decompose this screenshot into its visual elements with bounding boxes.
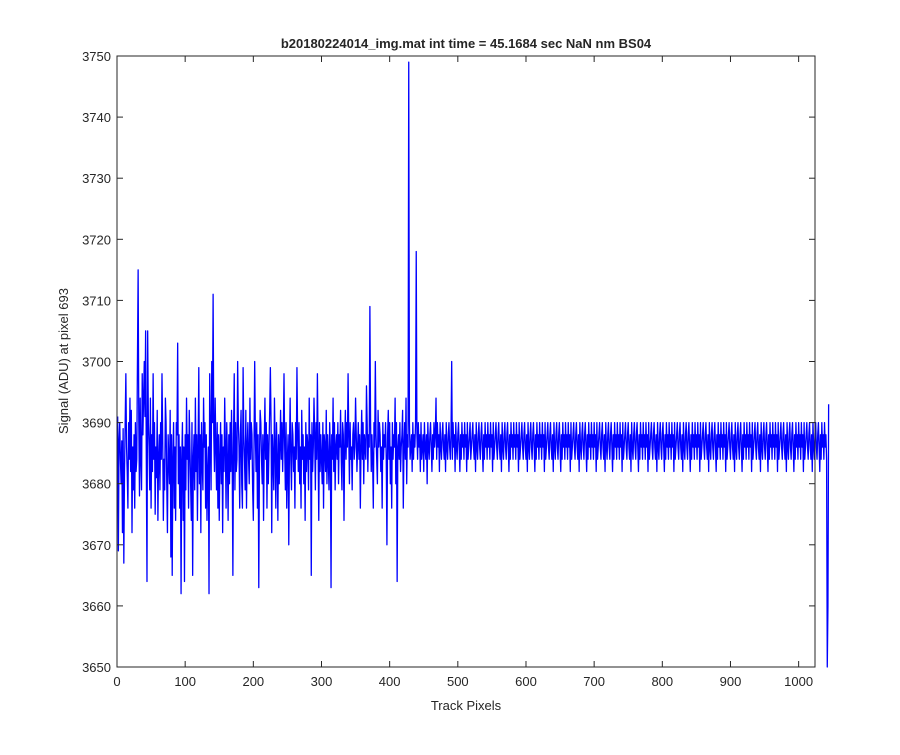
x-tick-label-0: 0: [113, 674, 120, 689]
y-tick-label-3670: 3670: [82, 538, 111, 553]
x-tick-label-700: 700: [583, 674, 605, 689]
y-tick-label-3730: 3730: [82, 171, 111, 186]
y-tick-label-3690: 3690: [82, 416, 111, 431]
x-tick-label-200: 200: [242, 674, 264, 689]
x-tick-label-300: 300: [311, 674, 333, 689]
x-tick-label-100: 100: [174, 674, 196, 689]
y-tick-label-3720: 3720: [82, 232, 111, 247]
y-tick-label-3710: 3710: [82, 293, 111, 308]
x-tick-label-500: 500: [447, 674, 469, 689]
y-tick-label-3700: 3700: [82, 355, 111, 370]
y-tick-label-3740: 3740: [82, 110, 111, 125]
x-tick-label-900: 900: [720, 674, 742, 689]
y-tick-label-3650: 3650: [82, 660, 111, 675]
chart-title: b20180224014_img.mat int time = 45.1684 …: [281, 36, 652, 51]
y-tick-label-3660: 3660: [82, 599, 111, 614]
series-line-1: [117, 61, 830, 668]
plot-area: [117, 56, 815, 667]
data-layer: [117, 61, 830, 668]
x-tick-label-400: 400: [379, 674, 401, 689]
x-tick-label-1000: 1000: [784, 674, 813, 689]
x-axis-label: Track Pixels: [431, 698, 502, 713]
tick-layer: 0 100 200 300 400 500 600 700 800 900 1000 3650 3660…: [82, 49, 815, 689]
y-tick-label-3680: 3680: [82, 477, 111, 492]
x-tick-label-600: 600: [515, 674, 537, 689]
y-tick-label-3750: 3750: [82, 49, 111, 64]
y-axis-label: Signal (ADU) at pixel 693: [56, 288, 71, 434]
x-tick-label-800: 800: [651, 674, 673, 689]
